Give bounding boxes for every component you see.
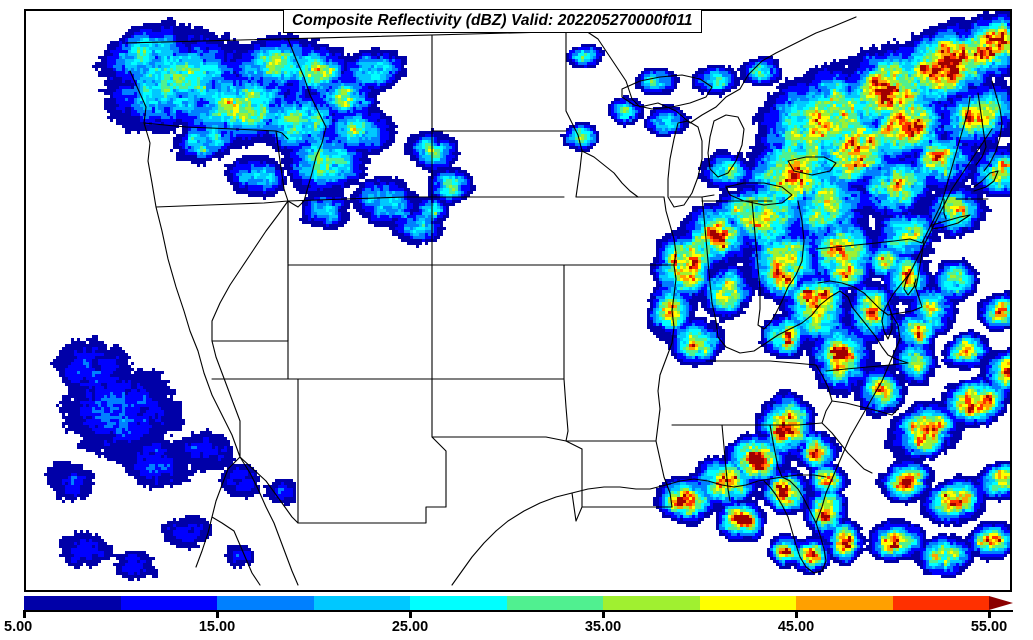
border-la-tx xyxy=(571,448,583,522)
colorbar-tick xyxy=(602,610,605,618)
border-mt-wy xyxy=(287,196,433,202)
cape-cod xyxy=(973,170,999,192)
border-ca-az xyxy=(211,340,241,458)
coast-florida xyxy=(763,476,827,574)
colorbar-tick-label: 25.00 xyxy=(391,619,429,635)
lake-erie xyxy=(725,182,793,206)
colorbar-tick-label: 5.00 xyxy=(4,619,33,635)
border-us-canada-east xyxy=(585,16,857,124)
border-id-mt xyxy=(287,38,327,208)
border-ok-tx-panhandle xyxy=(431,436,447,508)
title-plaque: Composite Reflectivity (dBZ) Valid: 2022… xyxy=(283,9,702,33)
border-ms-al xyxy=(721,424,731,502)
border-sc-nc xyxy=(831,400,899,416)
colorbar-tick xyxy=(23,610,26,618)
border-ny-ne xyxy=(921,96,971,244)
border-va-wv xyxy=(851,306,909,364)
coast-baja xyxy=(211,516,261,586)
reflectivity-field xyxy=(26,11,1010,590)
border-ut-nv xyxy=(211,200,289,342)
coast-gulf xyxy=(495,476,783,532)
colorbar-tick-label: 55.00 xyxy=(970,619,1008,635)
border-pa-ny xyxy=(815,238,923,250)
border-il-in xyxy=(701,196,719,338)
colorbar-segment xyxy=(506,596,603,610)
coast-west xyxy=(129,70,241,568)
colorbar-segment xyxy=(120,596,217,610)
border-id-west xyxy=(275,130,289,264)
lake-michigan xyxy=(667,120,703,208)
border-vt-nh xyxy=(975,92,987,166)
colorbar-segment xyxy=(410,596,507,610)
border-ga-fl xyxy=(781,474,827,478)
border-us-canada-west xyxy=(125,30,587,44)
border-pa-md xyxy=(887,282,923,316)
colorbar-tick xyxy=(216,610,219,618)
border-ky-tn xyxy=(705,360,817,366)
colorbar-axis-line xyxy=(24,610,1013,612)
colorbar-segment xyxy=(699,596,796,610)
border-oh-east xyxy=(757,200,805,330)
colorbar-tick-label: 15.00 xyxy=(198,619,236,635)
colorbar-tick xyxy=(409,610,412,618)
lake-superior xyxy=(621,74,713,110)
border-nv-ca xyxy=(211,200,289,342)
border-wa-or xyxy=(143,122,289,140)
border-ar-ms xyxy=(655,440,673,508)
border-wv-pa xyxy=(817,280,889,316)
lake-ontario xyxy=(787,156,837,176)
colorbar-track xyxy=(24,596,989,610)
colorbar-tick xyxy=(795,610,798,618)
page-title: Composite Reflectivity (dBZ) Valid: 2022… xyxy=(292,12,693,29)
border-az-mexico xyxy=(239,456,299,524)
lake-huron xyxy=(707,114,745,178)
border-wi-mn xyxy=(581,150,639,198)
border-ct-ny xyxy=(943,198,947,220)
colorbar-segment xyxy=(892,596,989,610)
border-tn-south xyxy=(671,422,823,426)
colorbar-segment xyxy=(24,596,121,610)
border-or-ca-nv xyxy=(155,200,289,208)
border-mo-east xyxy=(655,264,677,442)
colorbar-segment xyxy=(603,596,700,610)
border-ny-nj xyxy=(915,240,925,288)
border-mn-west xyxy=(565,32,583,198)
colorbar: 5.00 15.00 25.00 35.00 45.00 55.00 xyxy=(0,594,1033,640)
border-tn-east xyxy=(815,364,833,424)
colorbar-over-arrow xyxy=(989,596,1013,610)
colorbar-segment xyxy=(796,596,893,610)
border-in-oh xyxy=(751,200,761,326)
map-frame xyxy=(24,9,1012,592)
colorbar-segment xyxy=(217,596,314,610)
map-geography xyxy=(125,16,1003,586)
border-ga-sc xyxy=(821,422,873,474)
colorbar-tick xyxy=(988,610,991,618)
mexico-coast-east xyxy=(451,530,497,586)
colorbar-tick-label: 35.00 xyxy=(584,619,622,635)
border-il-wi xyxy=(669,194,715,198)
colorbar-segment xyxy=(313,596,410,610)
border-nc-va xyxy=(825,362,909,372)
border-nh-me xyxy=(983,80,1003,172)
border-ky-north xyxy=(717,290,853,354)
border-nm-mexico xyxy=(297,506,447,524)
border-al-ga xyxy=(769,424,783,478)
border-ok-east xyxy=(563,378,569,442)
gulf-of-california xyxy=(239,456,299,586)
coast-east xyxy=(815,128,993,524)
border-ok-tx xyxy=(431,378,583,450)
colorbar-tick-label: 45.00 xyxy=(777,619,815,635)
long-island xyxy=(931,214,971,230)
chesapeake-bay xyxy=(881,302,893,340)
border-ia-east xyxy=(663,196,677,266)
